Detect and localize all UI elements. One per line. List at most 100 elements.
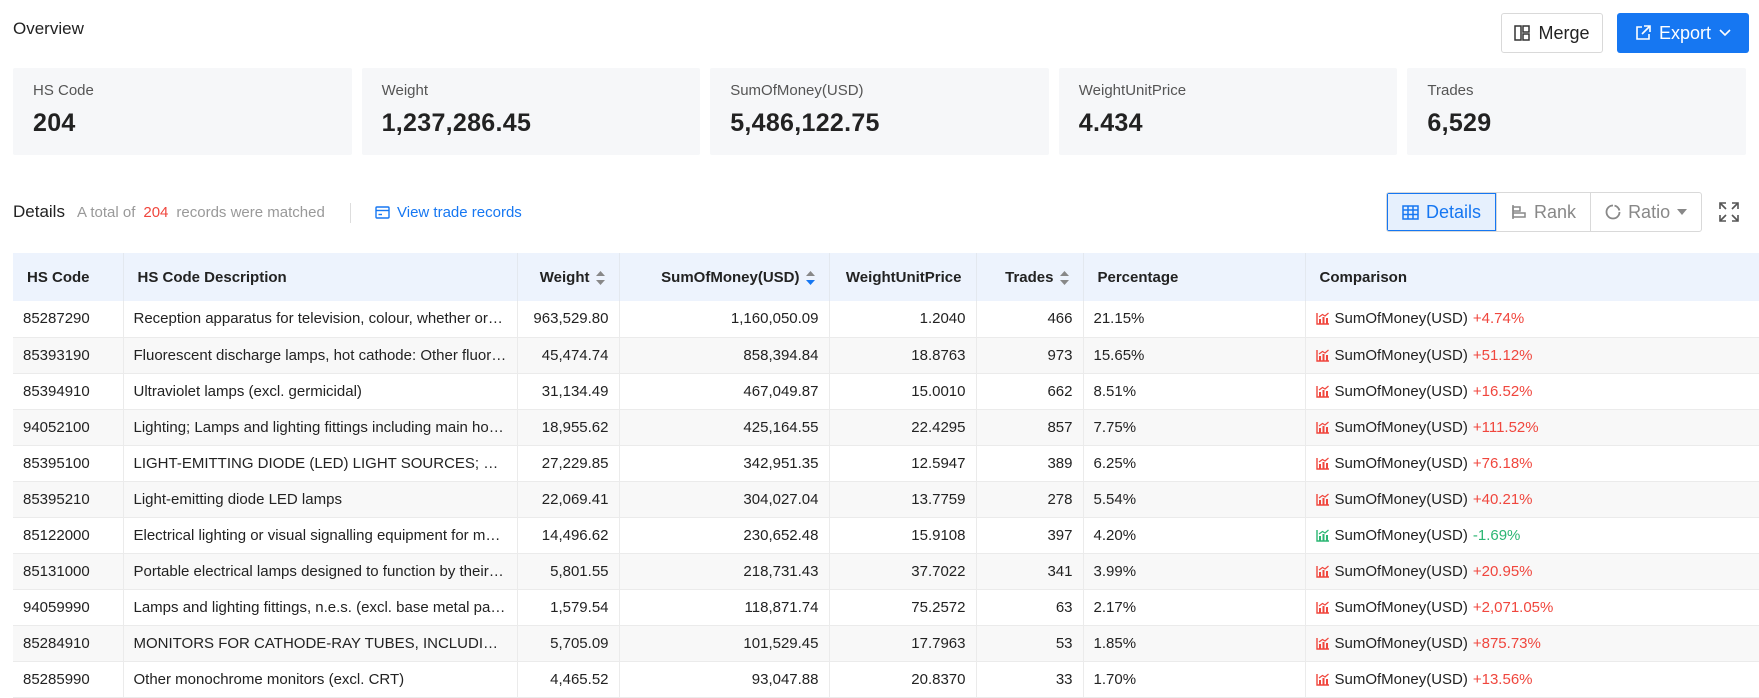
details-table: HS Code HS Code Description Weight SumOf… — [13, 253, 1759, 698]
card-label: Weight — [381, 82, 429, 99]
tab-ratio[interactable]: Ratio — [1590, 193, 1701, 231]
comparison-value: +111.52% — [1472, 418, 1539, 436]
table-row[interactable]: 85395100 LIGHT-EMITTING DIODE (LED) LIGHT… — [13, 445, 1759, 481]
merge-button[interactable]: Merge — [1501, 13, 1603, 53]
cell-trades: 341 — [976, 553, 1084, 589]
cell-weight: 5,705.09 — [517, 625, 620, 661]
col-weight-unit-price[interactable]: WeightUnitPrice — [829, 253, 977, 301]
cell-comparison[interactable]: SumOfMoney(USD) +13.56% — [1305, 661, 1759, 697]
card-icon — [375, 206, 390, 219]
cell-hs-code: 85395100 — [13, 445, 124, 481]
cell-comparison[interactable]: SumOfMoney(USD) +51.12% — [1305, 337, 1759, 373]
page-title: Overview — [13, 19, 84, 38]
col-weight[interactable]: Weight — [517, 253, 620, 301]
cell-comparison[interactable]: SumOfMoney(USD) +76.18% — [1305, 445, 1759, 481]
trend-up-icon — [1315, 493, 1329, 506]
comparison-value: +76.18% — [1472, 454, 1533, 472]
comparison-label: SumOfMoney(USD) — [1334, 526, 1468, 544]
cell-comparison[interactable]: SumOfMoney(USD) -1.69% — [1305, 517, 1759, 553]
view-trade-records-label: View trade records — [397, 204, 522, 221]
fullscreen-icon[interactable] — [1718, 201, 1740, 223]
table-body: 85287290 Reception apparatus for televisi… — [13, 301, 1759, 697]
table-row[interactable]: 85122000 Electrical lighting or visual si… — [13, 517, 1759, 553]
cell-trades: 389 — [976, 445, 1084, 481]
cell-comparison[interactable]: SumOfMoney(USD) +875.73% — [1305, 625, 1759, 661]
card-label: HS Code — [33, 82, 94, 99]
table-row[interactable]: 85284910 MONITORS FOR CATHODE-RAY TUBES, … — [13, 625, 1759, 661]
sort-icon[interactable] — [595, 270, 605, 285]
col-trades-label: Trades — [1005, 268, 1054, 286]
cell-description: Ultraviolet lamps (excl. germicidal) — [123, 373, 518, 409]
cell-sum-of-money: 230,652.48 — [619, 517, 830, 553]
tab-details[interactable]: Details — [1387, 193, 1497, 231]
cell-hs-code: 85287290 — [13, 301, 124, 337]
cell-description: Lighting; Lamps and lighting fittings in… — [123, 409, 518, 445]
view-trade-records-link[interactable]: View trade records — [375, 204, 522, 221]
tab-details-label: Details — [1426, 201, 1482, 222]
cell-comparison[interactable]: SumOfMoney(USD) +20.95% — [1305, 553, 1759, 589]
cell-sum-of-money: 93,047.88 — [619, 661, 830, 697]
table-row[interactable]: 85131000 Portable electrical lamps design… — [13, 553, 1759, 589]
cell-trades: 857 — [976, 409, 1084, 445]
comparison-value: +13.56% — [1472, 670, 1533, 688]
card-value: 6,529 — [1427, 109, 1492, 137]
col-weight-label: Weight — [539, 268, 590, 286]
sort-desc-icon[interactable] — [805, 270, 815, 285]
table-row[interactable]: 85287290 Reception apparatus for televisi… — [13, 301, 1759, 337]
trend-up-icon — [1315, 457, 1329, 470]
cell-percentage: 5.54% — [1083, 481, 1306, 517]
cell-sum-of-money: 118,871.74 — [619, 589, 830, 625]
cell-sum-of-money: 101,529.45 — [619, 625, 830, 661]
cell-weight-unit-price: 13.7759 — [829, 481, 977, 517]
table-icon — [1402, 204, 1419, 220]
col-hs-code[interactable]: HS Code — [13, 253, 124, 301]
col-percentage[interactable]: Percentage — [1083, 253, 1306, 301]
divider — [350, 203, 351, 223]
cell-weight-unit-price: 22.4295 — [829, 409, 977, 445]
tab-ratio-label: Ratio — [1628, 201, 1671, 222]
export-button[interactable]: Export — [1617, 13, 1749, 53]
sort-icon[interactable] — [1059, 270, 1069, 285]
export-label: Export — [1658, 22, 1712, 43]
cell-comparison[interactable]: SumOfMoney(USD) +40.21% — [1305, 481, 1759, 517]
table-row[interactable]: 85394910 Ultraviolet lamps (excl. germici… — [13, 373, 1759, 409]
col-sum-of-money-label: SumOfMoney(USD) — [661, 268, 800, 286]
cell-hs-code: 94052100 — [13, 409, 124, 445]
comparison-label: SumOfMoney(USD) — [1334, 310, 1468, 328]
table-row[interactable]: 85285990 Other monochrome monitors (excl.… — [13, 661, 1759, 697]
col-sum-of-money[interactable]: SumOfMoney(USD) — [619, 253, 830, 301]
ratio-icon — [1605, 204, 1621, 220]
cell-percentage: 7.75% — [1083, 409, 1306, 445]
records-summary: A total of 204 records were matched — [77, 204, 325, 221]
cell-weight: 27,229.85 — [517, 445, 620, 481]
table-row[interactable]: 85395210 Light-emitting diode LED lamps 22… — [13, 481, 1759, 517]
comparison-value: +40.21% — [1472, 490, 1533, 508]
merge-label: Merge — [1538, 22, 1590, 43]
cell-comparison[interactable]: SumOfMoney(USD) +16.52% — [1305, 373, 1759, 409]
cell-description: Light-emitting diode LED lamps — [123, 481, 518, 517]
comparison-label: SumOfMoney(USD) — [1334, 382, 1468, 400]
cell-hs-code: 85122000 — [13, 517, 124, 553]
cell-trades: 53 — [976, 625, 1084, 661]
cell-comparison[interactable]: SumOfMoney(USD) +4.74% — [1305, 301, 1759, 337]
cell-weight: 1,579.54 — [517, 589, 620, 625]
card-weight: Weight 1,237,286.45 — [361, 68, 701, 155]
card-trades: Trades 6,529 — [1407, 68, 1746, 155]
cell-percentage: 1.85% — [1083, 625, 1306, 661]
cell-description: LIGHT-EMITTING DIODE (LED) LIGHT SOURCES… — [123, 445, 518, 481]
table-row[interactable]: 85393190 Fluorescent discharge lamps, hot… — [13, 337, 1759, 373]
cell-comparison[interactable]: SumOfMoney(USD) +111.52% — [1305, 409, 1759, 445]
cell-weight-unit-price: 12.5947 — [829, 445, 977, 481]
tab-rank[interactable]: Rank — [1496, 193, 1590, 231]
col-description[interactable]: HS Code Description — [123, 253, 518, 301]
col-comparison[interactable]: Comparison — [1305, 253, 1759, 301]
table-row[interactable]: 94052100 Lighting; Lamps and lighting fit… — [13, 409, 1759, 445]
cell-weight-unit-price: 20.8370 — [829, 661, 977, 697]
col-trades[interactable]: Trades — [976, 253, 1084, 301]
cell-comparison[interactable]: SumOfMoney(USD) +2,071.05% — [1305, 589, 1759, 625]
table-row[interactable]: 94059990 Lamps and lighting fittings, n.e… — [13, 589, 1759, 625]
cell-sum-of-money: 218,731.43 — [619, 553, 830, 589]
comparison-value: -1.69% — [1472, 526, 1521, 544]
cell-description: Electrical lighting or visual signalling… — [123, 517, 518, 553]
trend-up-icon — [1315, 601, 1329, 614]
